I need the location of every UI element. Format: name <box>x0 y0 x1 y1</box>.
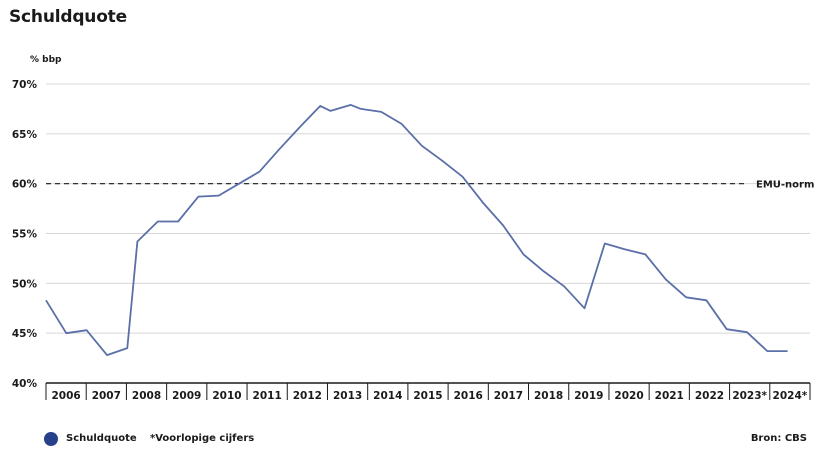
x-tick-label: 2006 <box>51 390 80 402</box>
legend-label-schuldquote: Schuldquote <box>66 433 137 444</box>
x-tick-label: 2007 <box>92 390 121 402</box>
x-tick-label: 2022 <box>695 390 724 402</box>
x-tick-label: 2016 <box>454 390 483 402</box>
y-tick-label: 50% <box>12 278 38 290</box>
x-tick-label: 2013 <box>333 390 362 402</box>
emu-norm-label: EMU-norm <box>756 180 814 191</box>
y-tick-label: 65% <box>12 129 38 141</box>
x-tick-label: 2024* <box>773 390 808 402</box>
x-tick-label: 2010 <box>212 390 241 402</box>
y-axis-label: % bbp <box>30 55 62 65</box>
y-axis-ticks: 40% 45% 50% 55% 60% 65% 70% <box>12 79 38 390</box>
x-tick-label: 2021 <box>655 390 684 402</box>
legend-marker-schuldquote <box>44 432 58 446</box>
x-tick-label: 2009 <box>172 390 201 402</box>
x-tick-label: 2023* <box>732 390 767 402</box>
x-tick-label: 2011 <box>253 390 282 402</box>
x-tick-label: 2008 <box>132 390 161 402</box>
y-tick-label: 60% <box>12 179 38 191</box>
chart-title: Schuldquote <box>9 7 127 27</box>
x-tick-label: 2015 <box>413 390 442 402</box>
footnote-provisional: *Voorlopige cijfers <box>150 433 255 444</box>
x-tick-label: 2019 <box>574 390 603 402</box>
series-line-schuldquote <box>45 104 788 357</box>
x-tick-label: 2017 <box>494 390 523 402</box>
y-tick-label: 45% <box>12 328 38 340</box>
gridlines <box>46 83 810 334</box>
x-tick-label: 2014 <box>373 390 402 402</box>
x-tick-label: 2020 <box>614 390 643 402</box>
x-tick-label: 2012 <box>293 390 322 402</box>
source-label: Bron: CBS <box>750 433 807 444</box>
y-tick-label: 40% <box>12 378 38 390</box>
y-tick-label: 70% <box>12 79 38 91</box>
series-layer <box>45 104 788 357</box>
emu-norm-reference: EMU-norm <box>46 180 814 191</box>
x-tick-label: 2018 <box>534 390 563 402</box>
y-tick-label: 55% <box>12 229 38 241</box>
x-axis: 2006 2007 2008 2009 2010 2011 2012 2013 2014 2015… <box>45 382 811 402</box>
